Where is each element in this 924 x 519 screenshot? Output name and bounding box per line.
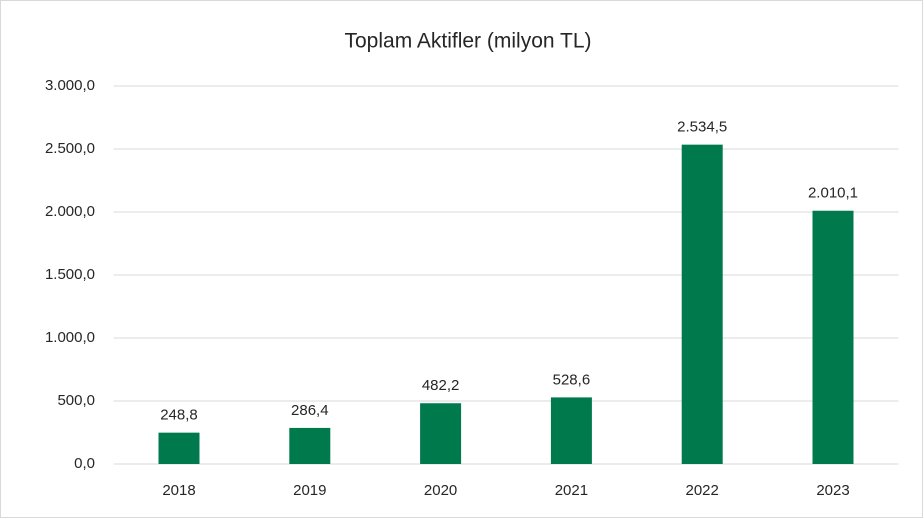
data-label: 528,6 bbox=[553, 371, 591, 388]
chart-title: Toplam Aktifler (milyon TL) bbox=[344, 30, 591, 53]
y-tick-label: 3.000,0 bbox=[45, 77, 95, 94]
x-tick-label: 2019 bbox=[293, 482, 326, 499]
y-tick-label: 500,0 bbox=[57, 392, 95, 409]
x-tick-label: 2018 bbox=[162, 482, 195, 499]
y-tick-label: 1.000,0 bbox=[45, 329, 95, 346]
bar bbox=[420, 403, 462, 464]
bar bbox=[812, 210, 854, 464]
data-label: 2.010,1 bbox=[808, 185, 858, 202]
data-label: 286,4 bbox=[291, 402, 329, 419]
data-label: 2.534,5 bbox=[677, 119, 727, 136]
x-tick-label: 2020 bbox=[424, 482, 457, 499]
y-tick-label: 2.500,0 bbox=[45, 140, 95, 157]
y-tick-label: 2.000,0 bbox=[45, 203, 95, 220]
y-tick-label: 1.500,0 bbox=[45, 266, 95, 283]
bar bbox=[550, 397, 592, 464]
bar bbox=[158, 432, 200, 464]
x-tick-label: 2023 bbox=[816, 482, 849, 499]
bar bbox=[681, 144, 723, 464]
data-label: 248,8 bbox=[160, 407, 198, 424]
x-tick-label: 2021 bbox=[555, 482, 588, 499]
x-tick-label: 2022 bbox=[686, 482, 719, 499]
data-label: 482,2 bbox=[422, 377, 460, 394]
y-tick-label: 0,0 bbox=[74, 455, 95, 472]
bar bbox=[289, 427, 331, 464]
